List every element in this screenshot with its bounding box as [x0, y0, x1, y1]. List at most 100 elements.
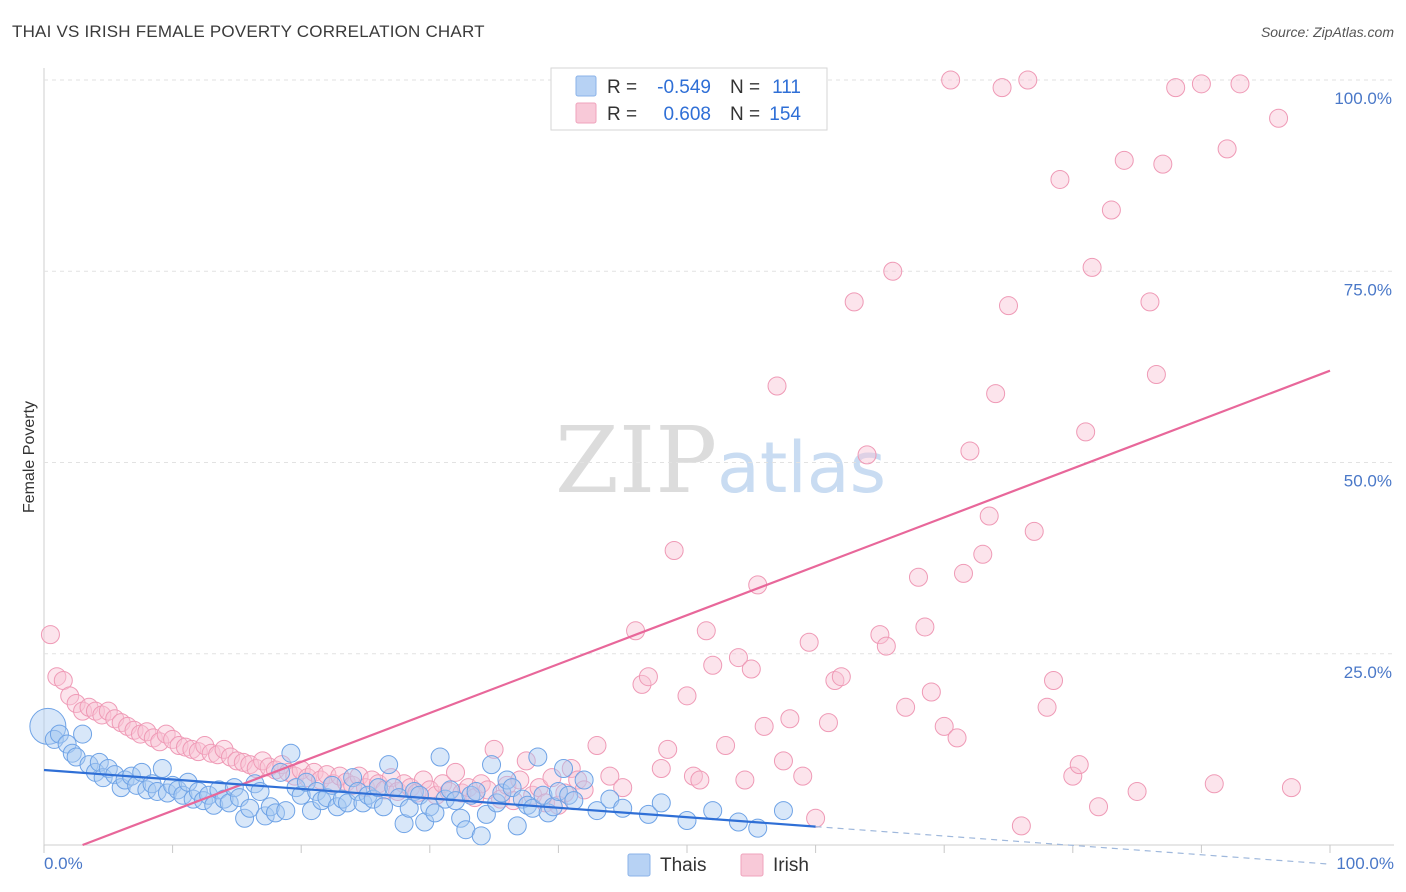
irish-point	[960, 441, 980, 461]
irish-point	[973, 544, 993, 564]
thais-point	[137, 780, 157, 800]
irish-point	[915, 617, 935, 637]
irish-point	[664, 540, 684, 560]
irish-point	[227, 751, 247, 771]
irish-point	[1050, 169, 1070, 189]
irish-point	[818, 713, 838, 733]
irish-point	[1146, 365, 1166, 385]
thais-point	[528, 747, 548, 767]
thais-point	[240, 798, 260, 818]
irish-point	[703, 655, 723, 675]
irish-point	[716, 736, 736, 756]
irish-point	[844, 292, 864, 312]
irish-point	[1140, 292, 1160, 312]
irish-point	[1114, 150, 1134, 170]
irish-point	[992, 78, 1012, 98]
irish-point	[1230, 74, 1250, 94]
irish-point	[941, 70, 961, 90]
irish-point	[1044, 671, 1064, 691]
irish-point	[1166, 78, 1186, 98]
bottom-legend-swatch-irish	[740, 853, 764, 877]
irish-point	[40, 625, 60, 645]
irish-point	[870, 625, 890, 645]
irish-point	[735, 770, 755, 790]
thais-point	[281, 743, 301, 763]
legend-r-label-thais: R =	[607, 77, 637, 98]
thais-point	[523, 798, 543, 818]
irish-point	[568, 770, 588, 790]
legend-r-value-irish: 0.608	[663, 104, 711, 125]
legend-swatch-thais	[575, 75, 597, 97]
irish-point	[60, 686, 80, 706]
thais-point	[600, 789, 620, 809]
irish-point	[793, 766, 813, 786]
thais-point	[49, 724, 69, 744]
thais-point	[425, 803, 445, 823]
y-axis-label: Female Poverty	[21, 401, 38, 513]
irish-point	[1069, 755, 1089, 775]
thais-point	[62, 743, 82, 763]
legend-frame	[550, 67, 828, 131]
thais-point	[255, 806, 275, 826]
thais-point	[301, 801, 321, 821]
source-label: Source: ZipAtlas.com	[1260, 24, 1394, 40]
irish-point	[66, 693, 86, 713]
irish-point	[651, 759, 671, 778]
y-tick-label: 100.0%	[1334, 89, 1392, 108]
thais-point	[374, 797, 394, 817]
irish-point	[561, 759, 581, 778]
irish-point	[587, 736, 607, 756]
irish-point	[349, 766, 369, 786]
thais-point	[260, 797, 280, 817]
x-tick-label-max: 100.0%	[1336, 854, 1394, 873]
thais-point	[507, 816, 527, 836]
irish-point	[1024, 521, 1044, 541]
thais-point	[677, 811, 697, 831]
legend: R = -0.549 N = 111 R = 0.608 N = 154	[550, 67, 828, 131]
legend-n-label-irish: N =	[730, 104, 760, 125]
gridlines	[44, 79, 1394, 655]
thais-point	[471, 826, 491, 846]
irish-point	[195, 736, 215, 756]
irish-point	[169, 736, 189, 756]
irish-point	[1082, 257, 1102, 277]
legend-r-label-irish: R =	[607, 104, 637, 125]
thais-point	[482, 755, 502, 775]
thais-point	[574, 770, 594, 790]
thais-point	[29, 707, 67, 745]
irish-point	[310, 770, 330, 790]
irish-point	[947, 728, 967, 748]
irish-point	[613, 778, 633, 798]
irish-point	[1101, 200, 1121, 220]
bottom-legend-label-thais: Thais	[660, 855, 706, 876]
x-tick-label-min: 0.0%	[44, 854, 83, 873]
irish-point	[1063, 766, 1083, 786]
thais-point	[368, 778, 388, 798]
irish-point	[934, 716, 954, 736]
irish-point	[1037, 697, 1057, 717]
irish-point	[446, 762, 466, 782]
irish-point	[1089, 797, 1109, 817]
irish-point	[516, 751, 536, 771]
thais-point	[554, 759, 574, 778]
thais-point	[613, 798, 633, 818]
irish-point	[1269, 108, 1289, 128]
y-tick-label: 75.0%	[1344, 280, 1392, 299]
irish-point	[658, 739, 678, 759]
irish-point	[1011, 816, 1031, 836]
bottom-legend-swatch-thais	[627, 853, 651, 877]
legend-r-value-thais: -0.549	[657, 77, 711, 98]
series-thais-points	[29, 707, 793, 846]
irish-point	[1281, 778, 1301, 798]
thais-point	[379, 755, 399, 775]
thais-point	[152, 759, 172, 778]
thais-point	[219, 793, 239, 813]
thais-point	[466, 781, 486, 801]
thais-point	[548, 781, 568, 801]
irish-point	[433, 774, 453, 794]
irish-point	[1191, 74, 1211, 94]
irish-point	[600, 766, 620, 786]
irish-point	[831, 667, 851, 687]
bottom-legend-label-irish: Irish	[773, 855, 809, 876]
